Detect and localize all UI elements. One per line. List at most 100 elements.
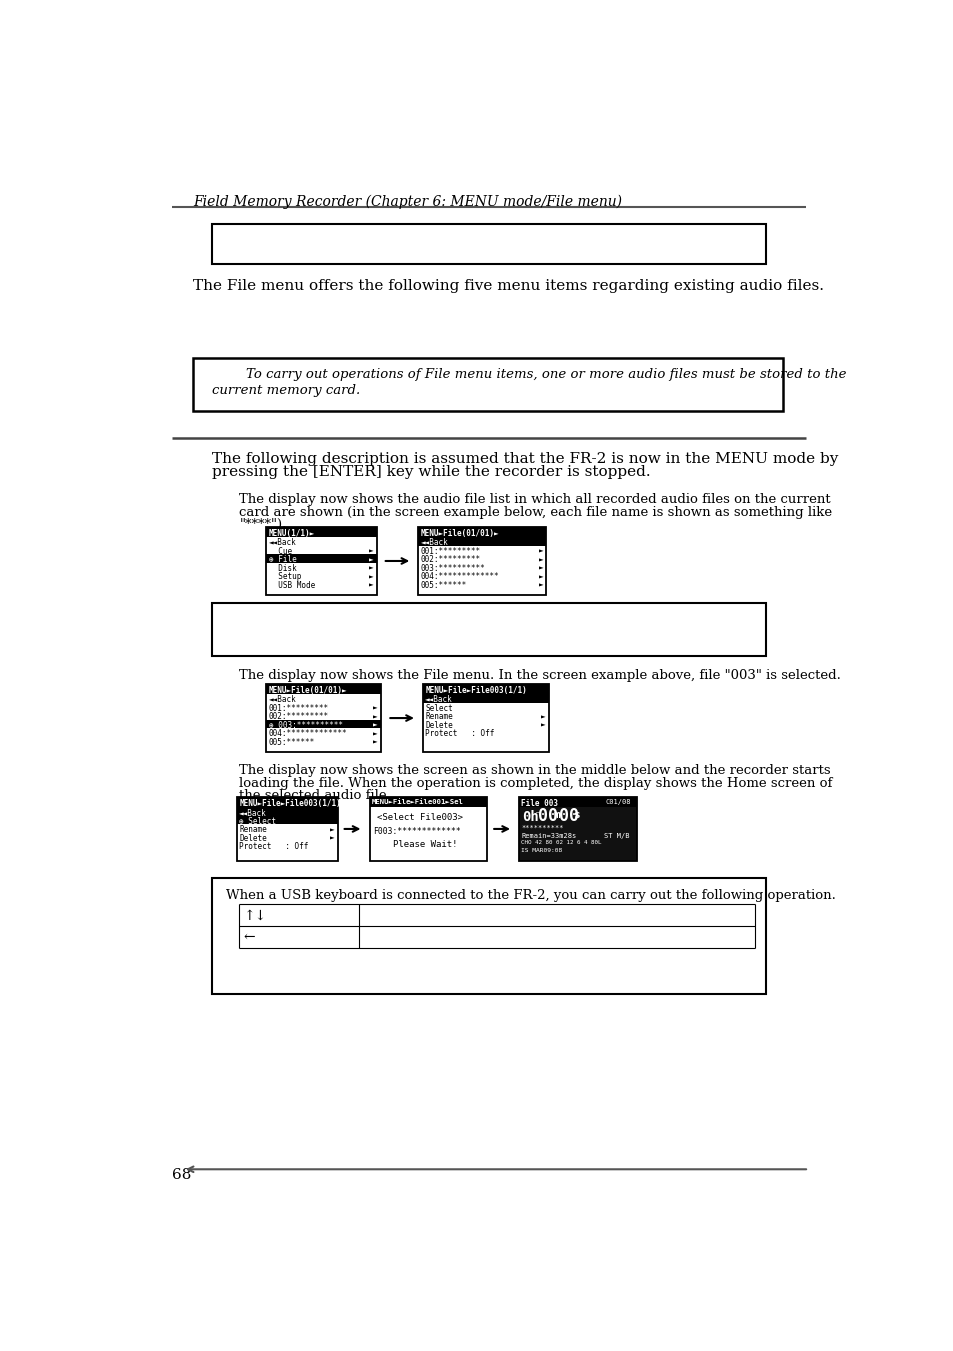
Text: MENU(1/1)►: MENU(1/1)► [269, 528, 314, 538]
Bar [212, 603, 765, 657]
Text: m: m [553, 809, 559, 820]
Bar [236, 808, 337, 816]
Bar [422, 684, 548, 753]
Text: ►: ► [540, 720, 545, 730]
Bar [212, 878, 765, 994]
Text: 002:*********: 002:********* [420, 555, 480, 565]
Text: Field Memory Recorder (Chapter 6: MENU mode/File menu): Field Memory Recorder (Chapter 6: MENU m… [193, 195, 621, 209]
Text: pressing the [ENTER] key while the recorder is stopped.: pressing the [ENTER] key while the recor… [212, 466, 650, 480]
Text: card are shown (in the screen example below, each file name is shown as somethin: card are shown (in the screen example be… [239, 505, 832, 519]
Text: Setup: Setup [269, 571, 301, 581]
Text: To carry out operations of File menu items, one or more audio files must be stor: To carry out operations of File menu ite… [212, 369, 846, 381]
Text: 003:**********: 003:********** [420, 563, 485, 573]
Text: 004:*************: 004:************* [269, 730, 347, 738]
Text: The File menu offers the following five menu items regarding existing audio file: The File menu offers the following five … [193, 280, 823, 293]
Text: ◄◄Back: ◄◄Back [420, 538, 448, 547]
Text: ◄◄Back: ◄◄Back [269, 538, 296, 547]
Bar [418, 527, 546, 594]
Text: ►: ► [540, 712, 545, 721]
Text: ►: ► [330, 825, 335, 835]
Text: Delete: Delete [425, 720, 453, 730]
Bar [422, 694, 548, 703]
Bar [422, 684, 548, 694]
Bar [418, 538, 546, 546]
Text: ►: ► [369, 581, 373, 589]
Text: s: s [573, 809, 579, 820]
Text: Select: Select [425, 704, 453, 713]
Text: ◄◄Back: ◄◄Back [269, 696, 296, 704]
Text: 005:******: 005:****** [420, 581, 466, 589]
Text: ↑↓: ↑↓ [243, 908, 266, 923]
Text: The display now shows the audio file list in which all recorded audio files on t: The display now shows the audio file lis… [239, 493, 830, 507]
Text: IS MAR09:08: IS MAR09:08 [521, 848, 562, 854]
Bar [518, 797, 637, 808]
Text: The following description is assumed that the FR-2 is now in the MENU mode by: The following description is assumed tha… [212, 451, 838, 466]
Text: Rename: Rename [425, 712, 453, 721]
Text: Remain=33m28s: Remain=33m28s [521, 832, 577, 839]
Bar [266, 527, 376, 594]
Text: ►: ► [373, 730, 377, 738]
Text: ⊕ File: ⊕ File [269, 555, 296, 565]
Text: USB Mode: USB Mode [269, 581, 314, 589]
Text: 0h: 0h [521, 809, 538, 824]
Text: 00: 00 [558, 808, 578, 825]
Bar [236, 816, 337, 824]
Text: When a USB keyboard is connected to the FR-2, you can carry out the following op: When a USB keyboard is connected to the … [226, 889, 835, 902]
Bar [193, 358, 782, 411]
Text: 004:*************: 004:************* [420, 571, 498, 581]
Text: MENU►File(01/01)►: MENU►File(01/01)► [269, 686, 347, 694]
Text: The display now shows the screen as shown in the middle below and the recorder s: The display now shows the screen as show… [239, 765, 830, 777]
Text: ►: ► [373, 738, 377, 747]
Text: ►: ► [537, 581, 542, 589]
Text: ►: ► [330, 834, 335, 843]
Text: MENU►File►File003(1/1): MENU►File►File003(1/1) [425, 686, 527, 694]
Text: 001:*********: 001:********* [269, 704, 329, 713]
Text: ►: ► [537, 563, 542, 573]
Bar [518, 797, 637, 861]
Text: ►: ► [373, 712, 377, 721]
Text: loading the file. When the operation is completed, the display shows the Home sc: loading the file. When the operation is … [239, 777, 832, 789]
Text: Rename: Rename [239, 825, 267, 835]
Bar [266, 684, 381, 694]
Text: "****").: "****"). [239, 517, 287, 531]
Text: Disk: Disk [269, 563, 296, 573]
Text: the selected audio file.: the selected audio file. [239, 789, 391, 802]
Text: F003:*************: F003:************* [373, 827, 460, 836]
Text: ST M/B: ST M/B [604, 832, 629, 839]
Text: Protect   : Off: Protect : Off [425, 730, 495, 738]
Text: ►: ► [369, 571, 373, 581]
Text: ̶: ̶ [536, 809, 540, 816]
Text: Protect   : Off: Protect : Off [239, 843, 309, 851]
Bar [236, 797, 337, 808]
Text: Please Wait!: Please Wait! [393, 840, 456, 850]
Text: The display now shows the File menu. In the screen example above, file "003" is : The display now shows the File menu. In … [239, 669, 841, 682]
Bar [266, 527, 376, 538]
Bar [369, 797, 487, 808]
Text: 002:*********: 002:********* [269, 712, 329, 721]
Text: C01/08: C01/08 [605, 798, 631, 805]
Text: 00: 00 [537, 808, 558, 825]
Text: ⊕ 003:**********: ⊕ 003:********** [269, 720, 342, 730]
Text: ◄◄Back: ◄◄Back [239, 808, 267, 817]
Text: ►: ► [369, 547, 373, 555]
Text: Cue: Cue [269, 547, 292, 555]
Bar [236, 797, 337, 861]
Text: current memory card.: current memory card. [212, 384, 360, 397]
Bar [418, 527, 546, 538]
Bar [266, 684, 381, 753]
Text: ►: ► [537, 555, 542, 565]
Text: Delete: Delete [239, 834, 267, 843]
Text: ►: ► [369, 555, 373, 565]
Text: CHO 42 80 02 12 6 4 80L: CHO 42 80 02 12 6 4 80L [521, 840, 601, 846]
Text: File 003: File 003 [521, 798, 558, 808]
Text: MENU►File►File003(1/1): MENU►File►File003(1/1) [239, 798, 341, 808]
Text: <Select File003>: <Select File003> [377, 813, 463, 821]
Text: MENU►File►File001►Sel: MENU►File►File001►Sel [372, 798, 463, 805]
Text: ►: ► [373, 720, 377, 730]
Text: ►: ► [537, 571, 542, 581]
Text: MENU►File(01/01)►: MENU►File(01/01)► [420, 528, 498, 538]
Bar [266, 720, 381, 728]
Bar [212, 224, 765, 263]
Text: ►: ► [373, 704, 377, 713]
Text: ◄◄Back: ◄◄Back [425, 696, 453, 704]
